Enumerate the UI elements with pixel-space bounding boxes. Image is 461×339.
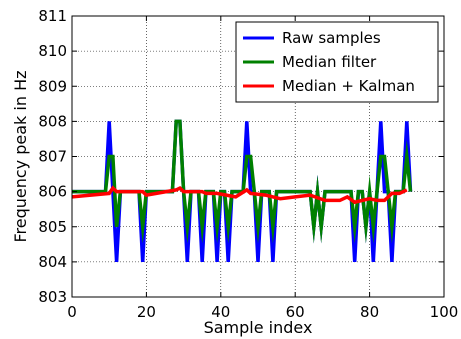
x-tick-label: 20: [137, 303, 156, 321]
y-tick-label: 804: [38, 253, 67, 271]
series-layer: [71, 119, 413, 262]
x-tick-label: 40: [211, 303, 230, 321]
y-tick-label: 803: [38, 288, 67, 306]
x-tick-label: 60: [286, 303, 305, 321]
y-axis-label: Frequency peak in Hz: [11, 71, 30, 243]
series-line-median-kalman: [71, 185, 408, 205]
y-tick-label: 806: [38, 183, 67, 201]
legend-label-raw-samples: Raw samples: [282, 29, 381, 47]
x-axis-label: Sample index: [204, 318, 313, 337]
y-tick-label: 805: [38, 218, 67, 236]
tick-labels: 0 20 40 60 80 100 803 804 805 806 807 808 809 810 811: [38, 7, 458, 321]
tick-marks: [71, 15, 445, 298]
legend-label-median-filter: Median filter: [282, 53, 377, 71]
x-tick-label: 0: [67, 303, 77, 321]
x-tick-label: 80: [360, 303, 379, 321]
legend-label-median-kalman: Median + Kalman: [282, 77, 415, 95]
x-tick-label: 100: [430, 303, 459, 321]
y-tick-label: 810: [38, 42, 67, 60]
y-tick-label: 808: [38, 112, 67, 130]
y-tick-label: 811: [38, 7, 67, 25]
legend: Raw samples Median filter Median + Kalma…: [235, 21, 439, 103]
y-tick-label: 809: [38, 77, 67, 95]
y-tick-label: 807: [38, 148, 67, 166]
